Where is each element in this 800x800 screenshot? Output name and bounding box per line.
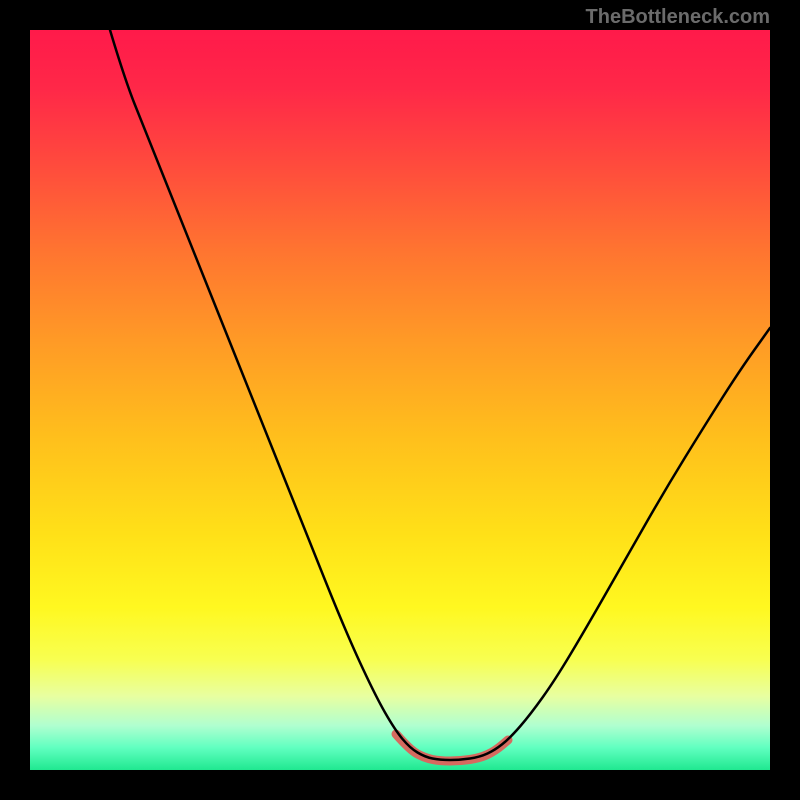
chart-svg	[30, 30, 770, 770]
watermark-text: TheBottleneck.com	[586, 6, 770, 29]
gradient-background	[30, 30, 770, 770]
chart-plot-area	[30, 30, 770, 770]
